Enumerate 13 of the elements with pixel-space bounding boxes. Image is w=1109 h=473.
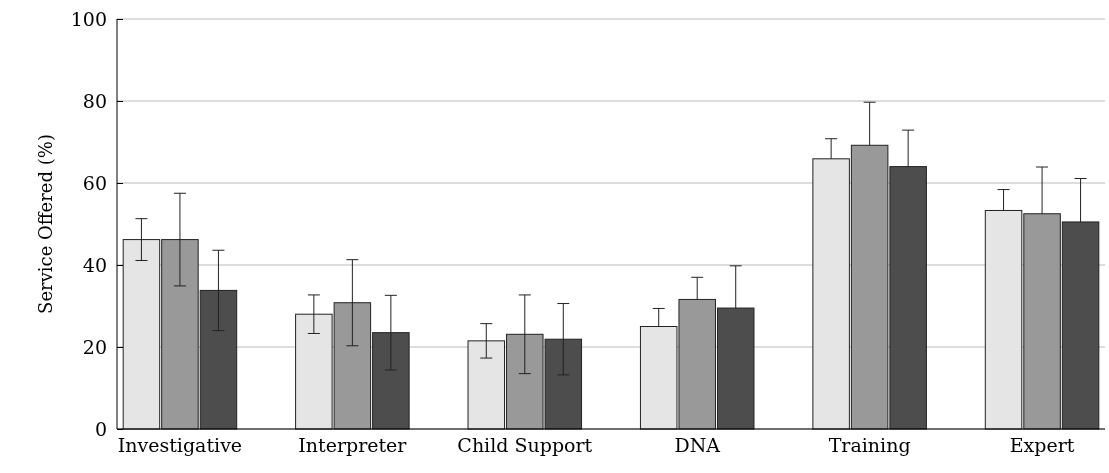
y-tick-label: 40 — [82, 253, 107, 276]
x-tick-label: Investigative — [117, 434, 243, 457]
y-tick-label: 20 — [82, 335, 107, 358]
x-tick-label: Interpreter — [298, 434, 408, 457]
y-tick-label: 100 — [70, 7, 107, 30]
x-tick-label: Training — [828, 434, 911, 457]
x-tick-label: DNA — [674, 434, 721, 457]
y-tick-label: 60 — [82, 171, 107, 194]
y-tick-label: 0 — [94, 417, 107, 440]
x-tick-label: Child Support — [457, 434, 593, 457]
y-tick-label: 80 — [82, 89, 107, 112]
y-axis-title: Service Offered (%) — [35, 134, 56, 314]
x-tick-label: Expert — [1009, 434, 1075, 457]
